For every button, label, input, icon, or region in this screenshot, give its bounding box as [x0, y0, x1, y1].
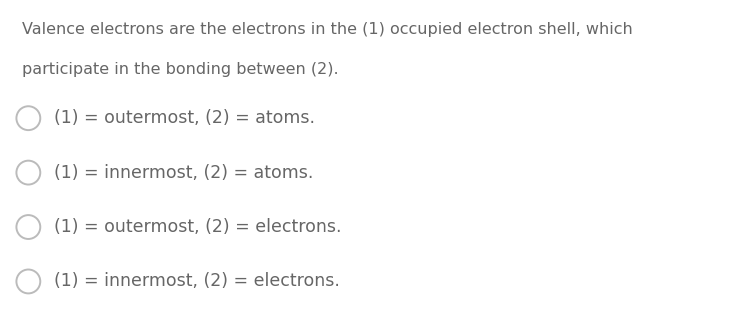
Text: (1) = outermost, (2) = electrons.: (1) = outermost, (2) = electrons.: [54, 218, 341, 236]
Text: participate in the bonding between (2).: participate in the bonding between (2).: [22, 62, 339, 77]
Text: (1) = outermost, (2) = atoms.: (1) = outermost, (2) = atoms.: [54, 109, 315, 127]
Text: (1) = innermost, (2) = atoms.: (1) = innermost, (2) = atoms.: [54, 164, 313, 182]
Text: (1) = innermost, (2) = electrons.: (1) = innermost, (2) = electrons.: [54, 272, 339, 290]
Text: Valence electrons are the electrons in the (1) occupied electron shell, which: Valence electrons are the electrons in t…: [22, 22, 633, 37]
